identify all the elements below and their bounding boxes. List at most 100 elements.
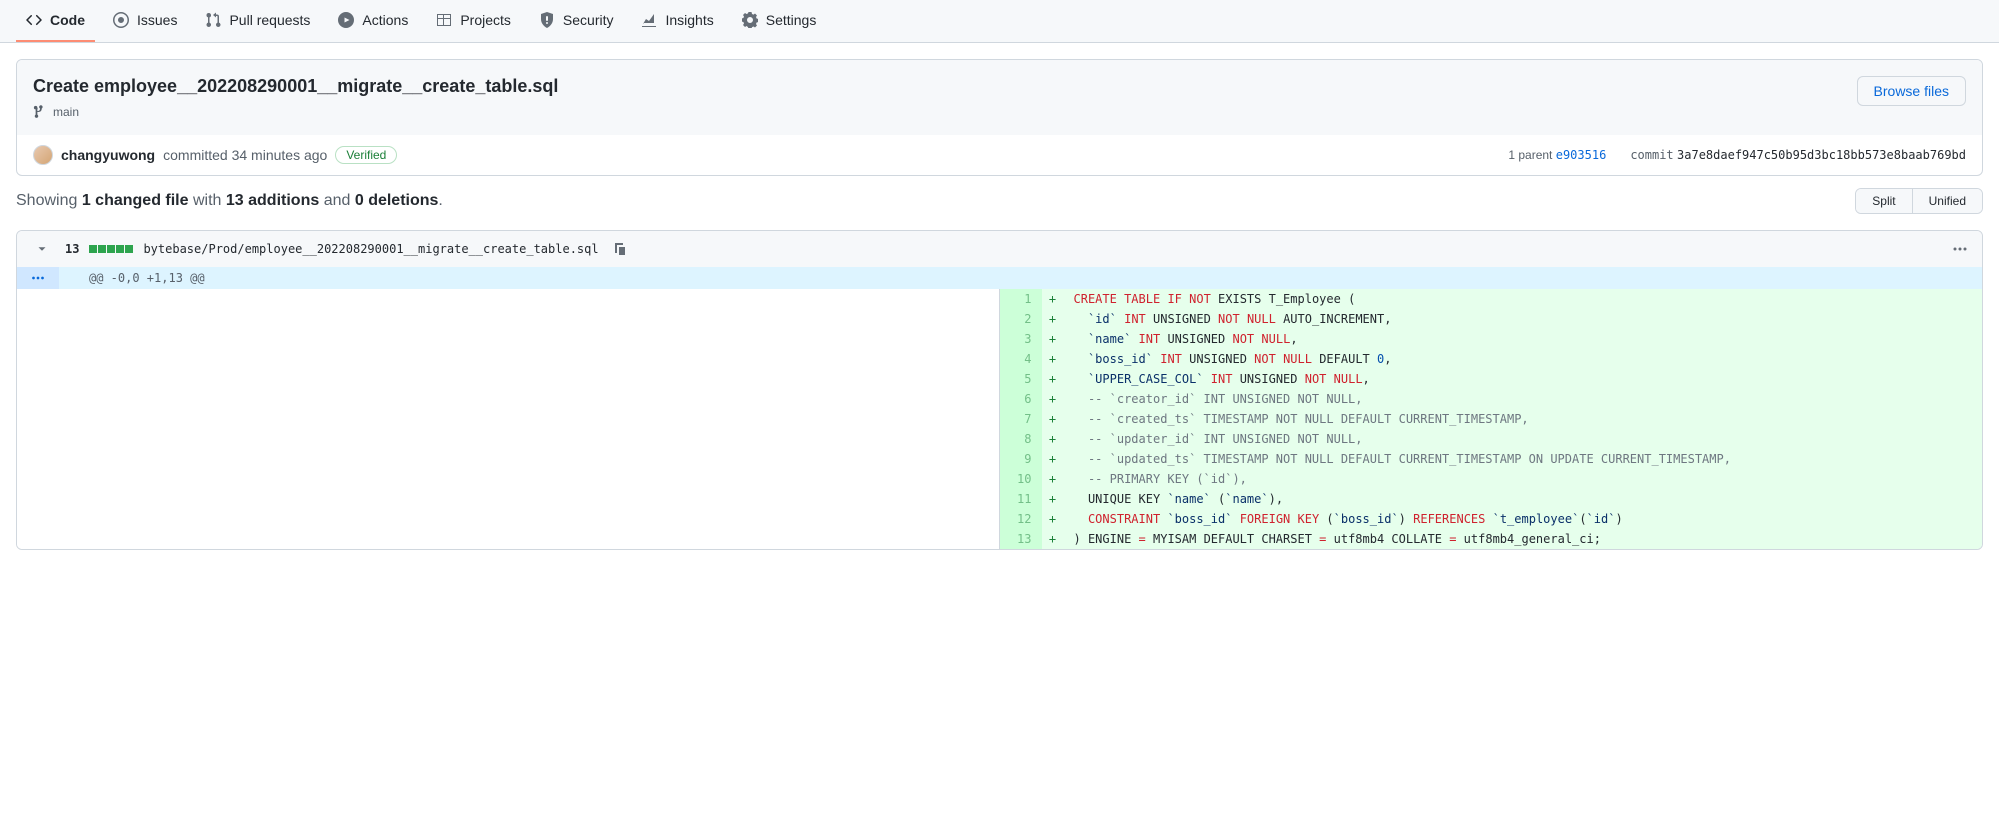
commit-time: committed 34 minutes ago xyxy=(163,147,327,163)
addition-marker: + xyxy=(1042,329,1064,349)
tab-label: Security xyxy=(563,12,614,28)
shield-icon xyxy=(539,12,555,28)
diff-line-added: 6+ -- `creator_id` INT UNSIGNED NOT NULL… xyxy=(1000,389,1983,409)
hunk-header: @@ -0,0 +1,13 @@ xyxy=(17,267,1982,289)
branch-name: main xyxy=(53,105,79,119)
diff-summary: Showing 1 changed file with 13 additions… xyxy=(16,176,1983,230)
diff-block xyxy=(107,245,115,253)
commit-box: Create employee__202208290001__migrate__… xyxy=(16,59,1983,176)
tab-label: Projects xyxy=(460,12,511,28)
line-number[interactable]: 5 xyxy=(1000,369,1042,389)
line-number[interactable]: 8 xyxy=(1000,429,1042,449)
code-content: `name` INT UNSIGNED NOT NULL, xyxy=(1064,329,1983,349)
diff-line-added: 5+ `UPPER_CASE_COL` INT UNSIGNED NOT NUL… xyxy=(1000,369,1983,389)
table-icon xyxy=(436,12,452,28)
diff-line-added: 11+ UNIQUE KEY `name` (`name`), xyxy=(1000,489,1983,509)
addition-marker: + xyxy=(1042,489,1064,509)
line-number[interactable]: 1 xyxy=(1000,289,1042,309)
collapse-button[interactable] xyxy=(29,241,55,257)
diff-line-added: 10+ -- PRIMARY KEY (`id`), xyxy=(1000,469,1983,489)
code-content: -- PRIMARY KEY (`id`), xyxy=(1064,469,1983,489)
parent-info: 1 parent e903516 xyxy=(1508,148,1606,162)
addition-marker: + xyxy=(1042,369,1064,389)
addition-marker: + xyxy=(1042,309,1064,329)
tab-label: Insights xyxy=(665,12,713,28)
author-link[interactable]: changyuwong xyxy=(61,147,155,163)
addition-marker: + xyxy=(1042,469,1064,489)
tab-pull-requests[interactable]: Pull requests xyxy=(195,0,320,42)
tab-settings[interactable]: Settings xyxy=(732,0,827,42)
addition-marker: + xyxy=(1042,289,1064,309)
addition-marker: + xyxy=(1042,349,1064,369)
tab-actions[interactable]: Actions xyxy=(328,0,418,42)
diff-line-added: 9+ -- `updated_ts` TIMESTAMP NOT NULL DE… xyxy=(1000,449,1983,469)
hunk-text: @@ -0,0 +1,13 @@ xyxy=(59,267,215,289)
split-button[interactable]: Split xyxy=(1856,189,1912,213)
avatar[interactable] xyxy=(33,145,53,165)
tab-label: Actions xyxy=(362,12,408,28)
line-number[interactable]: 11 xyxy=(1000,489,1042,509)
summary-text: Showing 1 changed file with 13 additions… xyxy=(16,192,443,210)
commit-title: Create employee__202208290001__migrate__… xyxy=(33,76,558,97)
code-content: `id` INT UNSIGNED NOT NULL AUTO_INCREMEN… xyxy=(1064,309,1983,329)
line-number[interactable]: 10 xyxy=(1000,469,1042,489)
diff-line-added: 4+ `boss_id` INT UNSIGNED NOT NULL DEFAU… xyxy=(1000,349,1983,369)
code-content: -- `updater_id` INT UNSIGNED NOT NULL, xyxy=(1064,429,1983,449)
file-path-link[interactable]: bytebase/Prod/employee__202208290001__mi… xyxy=(143,242,598,256)
tab-issues[interactable]: Issues xyxy=(103,0,187,42)
diff-block xyxy=(125,245,133,253)
addition-marker: + xyxy=(1042,389,1064,409)
addition-marker: + xyxy=(1042,449,1064,469)
diff-split: 1+CREATE TABLE IF NOT EXISTS T_Employee … xyxy=(17,289,1982,549)
tab-label: Settings xyxy=(766,12,817,28)
line-number[interactable]: 2 xyxy=(1000,309,1042,329)
commit-sha: 3a7e8daef947c50b95d3bc18bb573e8baab769bd xyxy=(1677,148,1966,162)
diff-line-added: 7+ -- `created_ts` TIMESTAMP NOT NULL DE… xyxy=(1000,409,1983,429)
browse-files-button[interactable]: Browse files xyxy=(1857,76,1966,106)
verified-badge[interactable]: Verified xyxy=(335,146,397,164)
issue-icon xyxy=(113,12,129,28)
line-number[interactable]: 9 xyxy=(1000,449,1042,469)
tab-insights[interactable]: Insights xyxy=(631,0,723,42)
repo-nav: Code Issues Pull requests Actions Projec… xyxy=(0,0,1999,43)
tab-code[interactable]: Code xyxy=(16,0,95,42)
diff-block xyxy=(89,245,97,253)
expand-hunk-button[interactable] xyxy=(17,267,59,289)
diff-block xyxy=(116,245,124,253)
line-number[interactable]: 13 xyxy=(1000,529,1042,549)
diff-line-added: 2+ `id` INT UNSIGNED NOT NULL AUTO_INCRE… xyxy=(1000,309,1983,329)
commit-header: Create employee__202208290001__migrate__… xyxy=(17,60,1982,135)
code-content: -- `updated_ts` TIMESTAMP NOT NULL DEFAU… xyxy=(1064,449,1983,469)
addition-marker: + xyxy=(1042,509,1064,529)
diff-line-added: 1+CREATE TABLE IF NOT EXISTS T_Employee … xyxy=(1000,289,1983,309)
line-number[interactable]: 7 xyxy=(1000,409,1042,429)
code-content: -- `created_ts` TIMESTAMP NOT NULL DEFAU… xyxy=(1064,409,1983,429)
unified-button[interactable]: Unified xyxy=(1913,189,1982,213)
tab-label: Issues xyxy=(137,12,177,28)
diff-block xyxy=(98,245,106,253)
tab-security[interactable]: Security xyxy=(529,0,624,42)
code-content: ) ENGINE = MYISAM DEFAULT CHARSET = utf8… xyxy=(1064,529,1983,549)
code-icon xyxy=(26,12,42,28)
line-number[interactable]: 3 xyxy=(1000,329,1042,349)
line-number[interactable]: 6 xyxy=(1000,389,1042,409)
line-number[interactable]: 12 xyxy=(1000,509,1042,529)
commit-sha-info: commit 3a7e8daef947c50b95d3bc18bb573e8ba… xyxy=(1630,148,1966,162)
tab-label: Code xyxy=(50,12,85,28)
code-content: -- `creator_id` INT UNSIGNED NOT NULL, xyxy=(1064,389,1983,409)
addition-marker: + xyxy=(1042,409,1064,429)
diff-stat-blocks xyxy=(89,245,133,253)
diff-left-empty xyxy=(17,289,1000,549)
commit-branch[interactable]: main xyxy=(33,105,558,119)
chevron-down-icon xyxy=(35,242,49,256)
file-header: 13 bytebase/Prod/employee__202208290001_… xyxy=(17,231,1982,267)
play-icon xyxy=(338,12,354,28)
copy-path-button[interactable] xyxy=(609,239,629,259)
line-number[interactable]: 4 xyxy=(1000,349,1042,369)
tab-projects[interactable]: Projects xyxy=(426,0,521,42)
file-more-button[interactable] xyxy=(1950,239,1970,259)
diff-body: 1+CREATE TABLE IF NOT EXISTS T_Employee … xyxy=(1000,289,1983,549)
gear-icon xyxy=(742,12,758,28)
parent-sha-link[interactable]: e903516 xyxy=(1556,148,1607,162)
diff-line-added: 8+ -- `updater_id` INT UNSIGNED NOT NULL… xyxy=(1000,429,1983,449)
